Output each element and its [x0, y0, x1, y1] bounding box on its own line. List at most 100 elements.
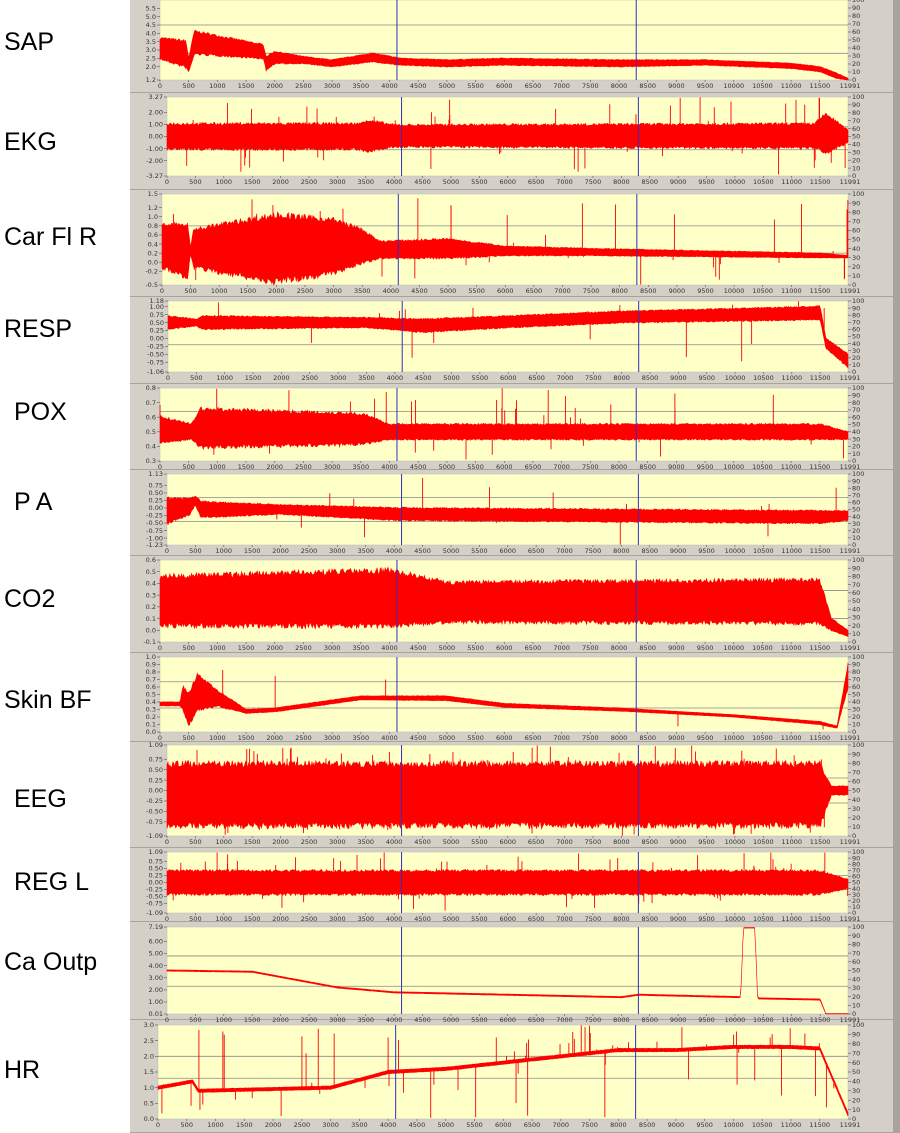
x-tick-label: 11500: [810, 287, 831, 295]
y-tick-label: 0.5: [146, 428, 156, 436]
right-tick-label: 0: [852, 1115, 856, 1123]
x-tick-label: 3000: [329, 838, 346, 846]
channel-label: P A: [14, 488, 53, 516]
y-tick-label: 1.09: [149, 741, 163, 749]
x-tick-label: 1000: [207, 1121, 224, 1129]
x-tick-label: 5500: [471, 547, 488, 555]
right-tick-label: 90: [852, 392, 860, 400]
x-tick-label: 9000: [668, 463, 685, 471]
x-tick-label: 7000: [556, 178, 573, 186]
x-end-label: 11991: [840, 374, 861, 382]
x-tick-label: 4500: [410, 82, 427, 90]
x-tick-label: 6500: [528, 838, 545, 846]
y-tick-label: -0.5: [145, 281, 158, 289]
x-tick-label: 11000: [781, 734, 802, 742]
x-tick-label: 4500: [414, 547, 431, 555]
x-tick-label: 0: [165, 915, 169, 923]
right-tick-label: 50: [852, 879, 860, 887]
right-tick-label: 60: [852, 778, 860, 786]
right-tick-label: 80: [852, 311, 860, 319]
right-tick-label: 80: [852, 668, 860, 676]
right-tick-label: 100: [852, 0, 864, 4]
x-tick-label: 8000: [611, 734, 628, 742]
x-tick-label: 10500: [752, 644, 773, 652]
y-tick-label: 0.8: [146, 384, 156, 392]
x-tick-label: 11500: [809, 734, 830, 742]
x-tick-label: 1500: [244, 178, 261, 186]
x-tick-label: 6500: [525, 82, 542, 90]
x-tick-label: 2000: [272, 838, 289, 846]
y-tick-label: 1.00: [149, 998, 163, 1006]
right-tick-label: 100: [852, 384, 864, 392]
x-tick-label: 500: [182, 734, 194, 742]
x-tick-label: 9000: [668, 644, 685, 652]
signal-trace: [166, 495, 849, 526]
signal-trace: [166, 868, 849, 897]
x-tick-label: 10000: [723, 1121, 744, 1129]
x-tick-label: 10500: [753, 915, 774, 923]
right-tick-label: 60: [852, 873, 860, 881]
x-tick-label: 1500: [245, 374, 262, 382]
x-tick-label: 1000: [209, 463, 226, 471]
x-tick-label: 2500: [301, 838, 318, 846]
x-tick-label: 7500: [585, 178, 602, 186]
x-tick-label: 9500: [697, 82, 714, 90]
right-tick-label: 50: [852, 967, 860, 975]
signal-trace: [159, 566, 849, 638]
x-tick-label: 3500: [358, 838, 375, 846]
x-tick-label: 4500: [414, 838, 431, 846]
y-tick-label: 0.50: [149, 865, 163, 873]
x-tick-label: 7000: [554, 287, 571, 295]
x-tick-label: 2500: [301, 547, 318, 555]
right-tick-label: 0: [852, 172, 856, 180]
x-tick-label: 0: [166, 374, 170, 382]
y-tick-label: -0.50: [147, 350, 164, 358]
x-tick-label: 10000: [723, 82, 744, 90]
y-tick-label: 0.25: [149, 872, 163, 880]
x-tick-label: 11500: [810, 838, 831, 846]
x-tick-label: 7500: [585, 915, 602, 923]
right-tick-label: 70: [852, 581, 860, 589]
x-tick-label: 2000: [272, 178, 289, 186]
right-tick-label: 60: [852, 1059, 860, 1067]
x-tick-label: 0: [160, 287, 164, 295]
right-tick-label: 100: [852, 653, 864, 661]
x-tick-label: 5500: [467, 734, 484, 742]
x-tick-label: 4500: [414, 1016, 431, 1024]
x-tick-label: 6000: [499, 178, 516, 186]
x-tick-label: 1500: [244, 1016, 261, 1024]
right-tick-label: 70: [852, 117, 860, 125]
x-tick-label: 11000: [781, 644, 802, 652]
x-tick-label: 10500: [752, 734, 773, 742]
x-tick-label: 5000: [439, 734, 456, 742]
right-tick-label: 70: [852, 218, 860, 226]
x-tick-label: 5000: [439, 463, 456, 471]
x-tick-label: 9000: [669, 287, 686, 295]
right-tick-label: 80: [852, 860, 860, 868]
channel-label: Ca Outp: [4, 948, 98, 976]
y-tick-label: -1.09: [146, 832, 163, 840]
right-tick-label: 0: [852, 909, 856, 917]
y-tick-label: 0.00: [149, 787, 163, 795]
x-tick-label: 3500: [353, 644, 370, 652]
right-tick-label: 20: [852, 527, 860, 535]
right-tick-label: 40: [852, 698, 860, 706]
right-tick-label: 50: [852, 133, 860, 141]
x-tick-label: 1500: [240, 287, 257, 295]
x-tick-label: 6000: [497, 287, 514, 295]
x-tick-label: 8000: [611, 287, 628, 295]
x-tick-label: 1000: [209, 734, 226, 742]
x-tick-label: 1000: [216, 838, 233, 846]
x-tick-label: 9500: [696, 1121, 713, 1129]
right-tick-label: 60: [852, 589, 860, 597]
y-tick-label: 0.0: [148, 258, 158, 266]
panel-hr: 0.00.51.01.52.02.53.00102030405060708090…: [130, 1021, 900, 1133]
x-tick-label: 11500: [809, 82, 830, 90]
right-tick-label: 10: [852, 361, 860, 369]
x-tick-label: 7000: [557, 374, 574, 382]
right-tick-label: 10: [852, 272, 860, 280]
y-tick-label: 0.5: [146, 691, 156, 699]
x-tick-label: 8000: [613, 838, 630, 846]
x-tick-label: 4500: [410, 644, 427, 652]
x-tick-label: 9000: [670, 915, 687, 923]
